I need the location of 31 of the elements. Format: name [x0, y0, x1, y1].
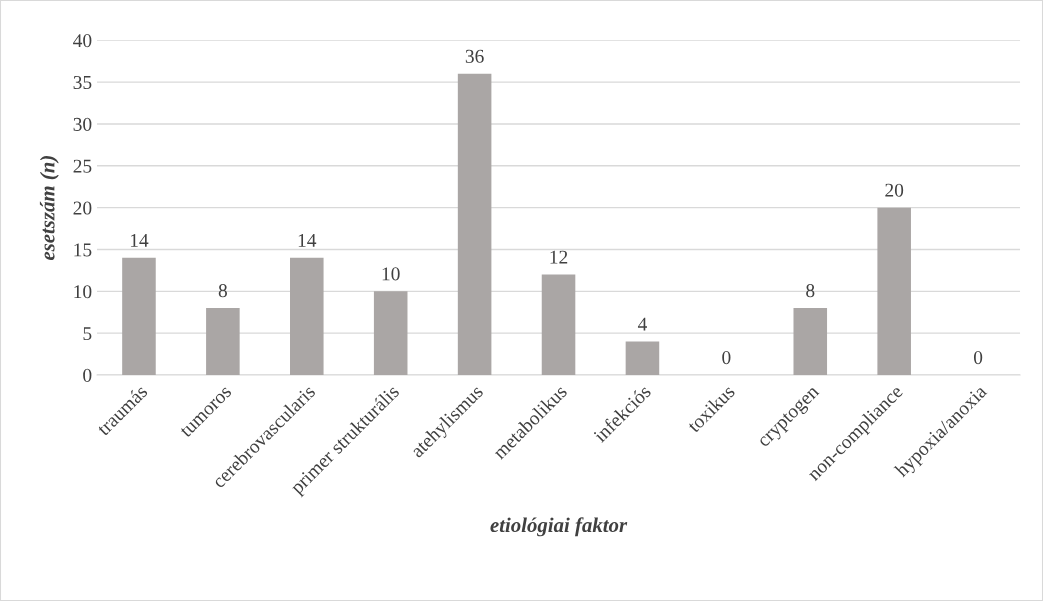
y-tick-label: 10 [74, 285, 92, 299]
x-axis-title: etiológiai faktor [490, 517, 628, 537]
data-label: 8 [218, 284, 227, 298]
y-tick-label: 40 [73, 34, 92, 48]
data-label: 4 [637, 317, 647, 331]
data-label: 36 [465, 49, 484, 63]
data-label: 20 [885, 183, 904, 197]
bar [877, 207, 911, 376]
y-tick-label: 25 [73, 159, 92, 173]
bar [290, 257, 324, 376]
bar [206, 308, 240, 376]
y-tick-label: 15 [74, 243, 92, 257]
data-label: 0 [973, 351, 983, 365]
data-label: 14 [130, 233, 149, 247]
data-label: 0 [722, 351, 731, 365]
y-tick-label: 5 [83, 327, 92, 341]
y-tick-label: 30 [73, 117, 92, 131]
y-tick-label: 20 [73, 201, 92, 215]
data-label: 14 [298, 233, 317, 247]
bar [457, 73, 492, 376]
bar [541, 274, 576, 376]
bar [373, 291, 408, 376]
data-label: 10 [382, 267, 400, 281]
bar [122, 257, 156, 376]
y-tick-label: 0 [83, 368, 92, 382]
data-label: 12 [550, 250, 568, 264]
data-label: 8 [806, 284, 815, 298]
bar [793, 308, 828, 376]
bar [625, 341, 660, 376]
y-axis-title: esetszám (n) [39, 156, 59, 261]
y-tick-label: 35 [73, 75, 92, 90]
